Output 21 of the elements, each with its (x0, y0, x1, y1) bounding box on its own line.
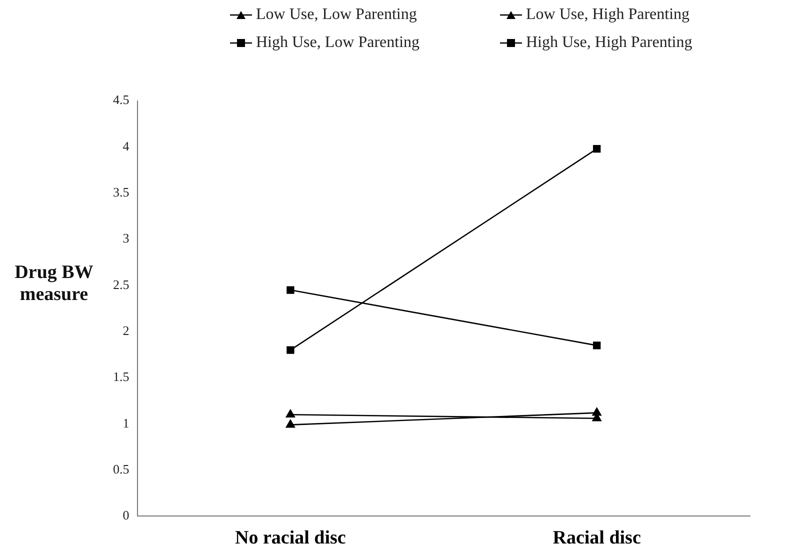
x-tick-label: Racial disc (552, 528, 641, 549)
legend-label: Low Use, High Parenting (526, 6, 690, 24)
y-tick-label: 0 (122, 508, 130, 523)
point (592, 342, 601, 350)
y-tick-label: 2.5 (113, 276, 130, 292)
y-tick-label: 4 (122, 138, 130, 154)
y-tick-label: 3.5 (113, 184, 130, 200)
x-tick-label: No racial disc (235, 528, 346, 549)
point (286, 346, 294, 354)
y-tick-label: 1.5 (113, 369, 130, 384)
y-tick-label: 1 (122, 415, 130, 430)
y-axis-title: Drug BW measure (14, 262, 94, 306)
y-tick-label: 3 (122, 230, 130, 246)
legend-label: High Use, High Parenting (526, 34, 692, 52)
point (286, 286, 294, 294)
y-tick-label: 0.5 (113, 461, 130, 476)
y-tick-label: 4.5 (113, 92, 130, 108)
point (592, 144, 601, 153)
y-tick-label: 2 (122, 323, 130, 338)
legend-label: High Use, Low Parenting (256, 34, 420, 52)
legend-label: Low Use, Low Parenting (256, 6, 417, 24)
